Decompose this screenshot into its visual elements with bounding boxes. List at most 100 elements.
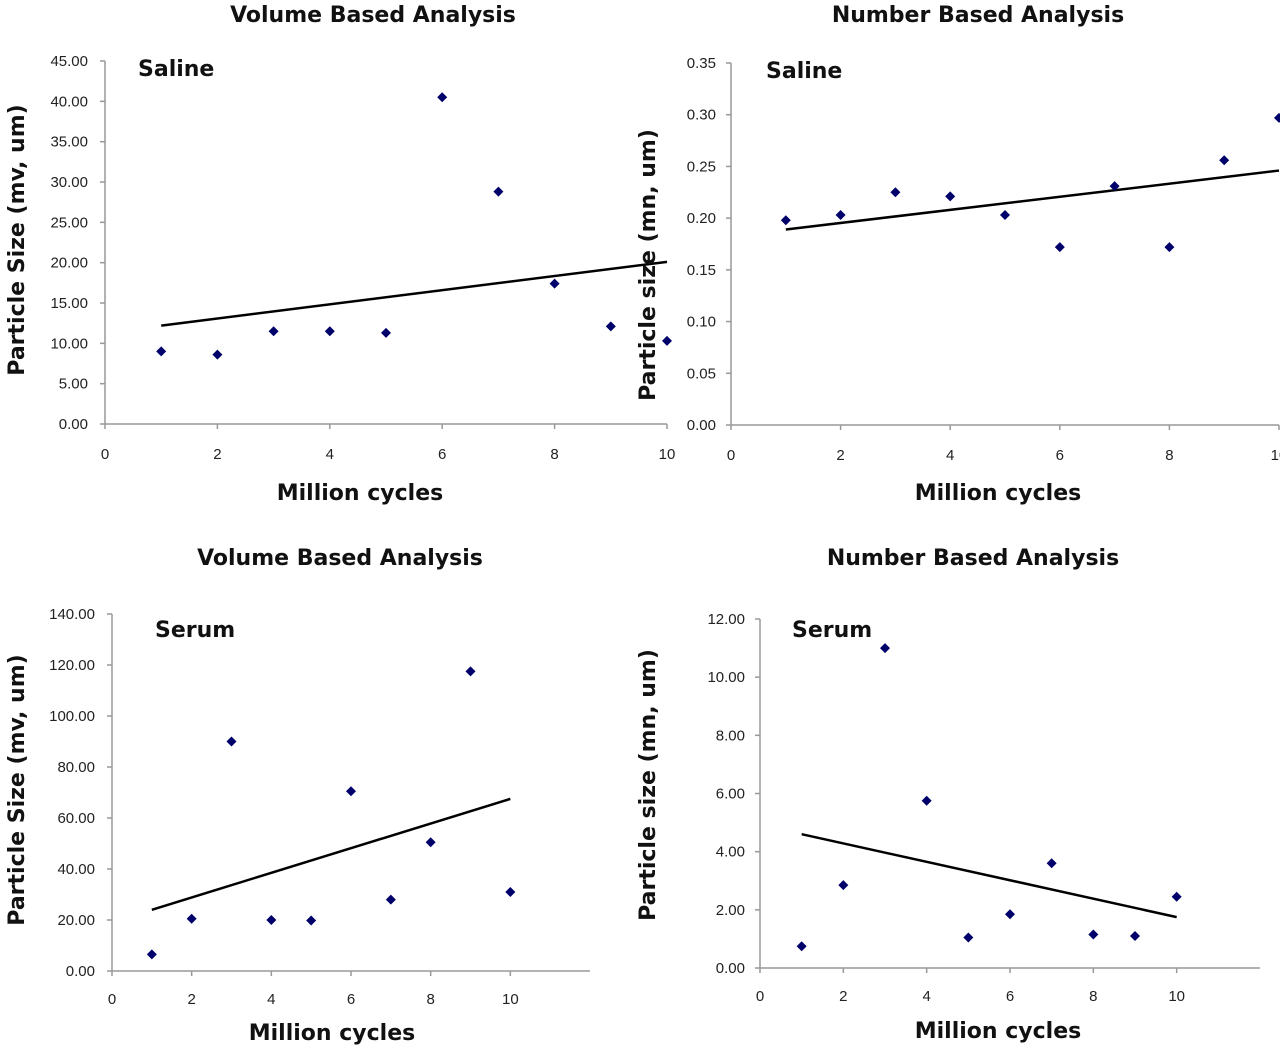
y-tick-label: 0.15 [687, 262, 716, 279]
chart-annotation: Saline [138, 57, 214, 82]
trendline [161, 260, 668, 327]
chart-panel-3: Number Based Analysis Serum 0.00 2.00 4.00 6.… [636, 546, 1260, 1044]
data-point [963, 932, 974, 943]
chart-annotation: Saline [766, 59, 842, 84]
data-point [505, 886, 516, 897]
data-point [1109, 181, 1120, 192]
y-tick-label: 45.00 [50, 53, 88, 70]
y-tick-label: 0.00 [66, 963, 95, 980]
y-tick-label: 5.00 [59, 376, 88, 393]
data-point [212, 349, 223, 360]
chart-title: Number Based Analysis [827, 546, 1119, 571]
data-point [437, 92, 448, 103]
data-point [306, 915, 317, 926]
data-point [266, 915, 277, 925]
y-tick-label: 80.00 [57, 759, 95, 776]
y-axis-title: Particle Size (mv, um) [5, 654, 30, 925]
y-tick-label: 40.00 [50, 93, 88, 110]
data-point [465, 666, 476, 677]
chart-title: Volume Based Analysis [197, 546, 483, 571]
data-point [1164, 242, 1175, 253]
x-tick-label: 4 [326, 446, 334, 463]
data-point [880, 643, 890, 654]
data-point [605, 321, 616, 332]
data-point [1088, 929, 1099, 940]
data-point [146, 949, 157, 960]
data-point [493, 186, 504, 197]
x-axis-title: Million cycles [277, 481, 443, 506]
x-tick-label: 0 [108, 991, 116, 1008]
data-point [890, 187, 901, 198]
x-tick-label: 10 [1168, 988, 1185, 1005]
data-point [186, 913, 197, 924]
y-tick-label: 0.20 [687, 210, 716, 227]
y-axis-title: Particle size (mn, um) [636, 129, 661, 401]
y-tick-label: 0.05 [687, 365, 716, 382]
x-axis-title: Million cycles [915, 1019, 1081, 1044]
data-point [1054, 242, 1065, 253]
y-tick-label: 0.25 [687, 158, 716, 175]
y-tick-label: 0.10 [687, 314, 716, 331]
data-point [156, 346, 167, 357]
data-point [1171, 891, 1182, 902]
data-point [1274, 112, 1280, 123]
data-point [780, 215, 791, 226]
data-point [346, 786, 356, 797]
data-point [226, 736, 237, 747]
x-tick-label: 2 [839, 988, 847, 1005]
x-tick-label: 4 [267, 991, 275, 1008]
y-tick-label: 40.00 [57, 861, 95, 878]
x-tick-label: 0 [101, 446, 109, 463]
data-point [796, 941, 807, 952]
trendline [151, 797, 511, 911]
data-point [1046, 858, 1057, 869]
x-tick-label: 6 [347, 991, 355, 1008]
y-tick-label: 10.00 [50, 335, 88, 352]
trendline [801, 832, 1177, 919]
data-point [838, 880, 849, 891]
x-tick-label: 4 [922, 988, 930, 1005]
x-tick-label: 2 [836, 447, 844, 464]
y-tick-label: 0.00 [716, 960, 745, 977]
data-point [549, 278, 560, 289]
y-tick-label: 0.30 [687, 107, 716, 124]
x-tick-label: 2 [213, 446, 221, 463]
y-tick-label: 6.00 [716, 786, 745, 803]
data-point [945, 191, 956, 202]
x-tick-label: 8 [550, 446, 558, 463]
y-tick-label: 20.00 [50, 255, 88, 272]
x-axis-title: Million cycles [249, 1021, 415, 1046]
chart-annotation: Serum [155, 618, 235, 643]
data-point [1219, 155, 1230, 166]
y-tick-label: 8.00 [716, 727, 745, 744]
chart-panel-1: Number Based Analysis Saline 0.00 0.05 0.10 0… [636, 3, 1280, 506]
y-axis-title: Particle Size (mv, um) [5, 104, 30, 375]
y-tick-label: 12.00 [707, 611, 745, 628]
y-tick-label: 120.00 [49, 657, 95, 674]
y-tick-label: 0.35 [687, 55, 716, 72]
data-point [268, 326, 279, 337]
x-tick-label: 10 [1271, 447, 1280, 464]
chart-panel-0: Volume Based Analysis Saline 0.00 5.00 10.00… [5, 3, 675, 506]
data-point [835, 210, 846, 221]
y-tick-label: 15.00 [50, 295, 88, 312]
y-tick-label: 0.00 [687, 417, 716, 434]
y-tick-label: 100.00 [49, 708, 95, 725]
y-tick-label: 30.00 [50, 174, 88, 191]
x-axis-title: Million cycles [915, 481, 1081, 506]
data-point [662, 335, 672, 346]
chart-title: Volume Based Analysis [230, 3, 516, 28]
x-tick-label: 2 [187, 991, 195, 1008]
y-tick-label: 60.00 [57, 810, 95, 827]
y-tick-label: 25.00 [50, 214, 88, 231]
y-tick-label: 20.00 [57, 912, 95, 929]
chart-annotation: Serum [792, 618, 872, 643]
x-tick-label: 10 [659, 446, 676, 463]
x-tick-label: 6 [438, 446, 446, 463]
trendline [785, 169, 1280, 231]
x-tick-label: 4 [946, 447, 954, 464]
x-tick-label: 10 [502, 991, 519, 1008]
data-point [425, 837, 436, 848]
data-point [921, 795, 932, 806]
data-point [1005, 909, 1015, 920]
